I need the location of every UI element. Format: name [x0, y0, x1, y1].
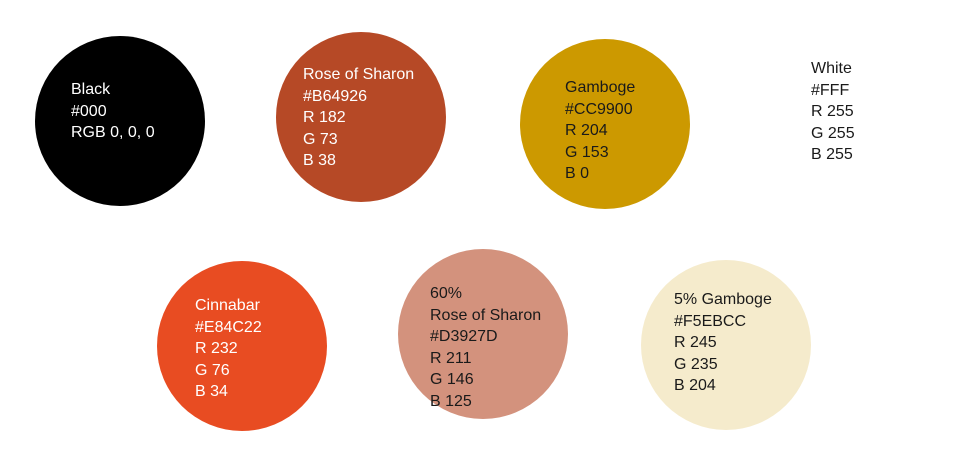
swatch-label-gamboge-5: 5% Gamboge #F5EBCC R 245 G 235 B 204	[674, 289, 772, 397]
color-hex: #CC9900	[565, 100, 633, 118]
swatch-label-rose-of-sharon: Rose of Sharon #B64926 R 182 G 73 B 38	[303, 64, 414, 172]
color-hex: #B64926	[303, 87, 368, 105]
color-g: G 73	[303, 130, 338, 148]
color-g: G 76	[195, 361, 230, 379]
swatch-label-rose-of-sharon-60: 60% Rose of Sharon #D3927D R 211 G 146 B…	[430, 283, 541, 412]
color-b: B 204	[674, 377, 716, 394]
swatch-label-white: White #FFF R 255 G 255 B 255	[811, 58, 855, 166]
color-r: R 255	[811, 103, 854, 120]
swatch-black	[35, 36, 205, 206]
color-g: G 235	[674, 355, 718, 373]
color-name: Rose of Sharon	[303, 66, 415, 83]
color-g: G 255	[811, 124, 855, 142]
color-g: G 153	[565, 143, 609, 161]
color-name: Rose of Sharon	[430, 306, 542, 324]
swatch-gamboge-5	[641, 260, 811, 430]
color-r: R 211	[430, 349, 472, 367]
color-b: B 125	[430, 392, 472, 410]
color-b: B 255	[811, 146, 853, 163]
swatch-gamboge	[520, 39, 690, 209]
swatch-cinnabar	[157, 261, 327, 431]
color-hex: #D3927D	[430, 328, 498, 345]
color-hex: #E84C22	[195, 318, 262, 336]
swatch-rose-of-sharon-60	[398, 249, 568, 419]
color-rgb: RGB 0, 0, 0	[71, 124, 155, 141]
color-b: B 38	[303, 152, 336, 169]
swatch-label-black: Black #000 RGB 0, 0, 0	[71, 79, 155, 144]
swatch-label-gamboge: Gamboge #CC9900 R 204 G 153 B 0	[565, 77, 635, 185]
swatch-label-cinnabar: Cinnabar #E84C22 R 232 G 76 B 34	[195, 295, 262, 403]
color-name: 5% Gamboge	[674, 291, 772, 308]
color-g: G 146	[430, 371, 474, 388]
color-name: White	[811, 60, 852, 77]
color-b: B 34	[195, 383, 228, 400]
color-hex: #F5EBCC	[674, 312, 747, 330]
color-name: Black	[71, 81, 111, 98]
color-hex: #FFF	[811, 81, 850, 99]
color-tint: 60%	[430, 285, 463, 302]
color-b: B 0	[565, 165, 590, 182]
color-r: R 204	[565, 122, 608, 139]
color-r: R 232	[195, 340, 238, 357]
color-r: R 182	[303, 109, 346, 126]
color-name: Gamboge	[565, 79, 636, 96]
color-r: R 245	[674, 334, 717, 351]
color-hex: #000	[71, 102, 107, 120]
swatch-rose-of-sharon	[276, 32, 446, 202]
color-name: Cinnabar	[195, 297, 260, 314]
